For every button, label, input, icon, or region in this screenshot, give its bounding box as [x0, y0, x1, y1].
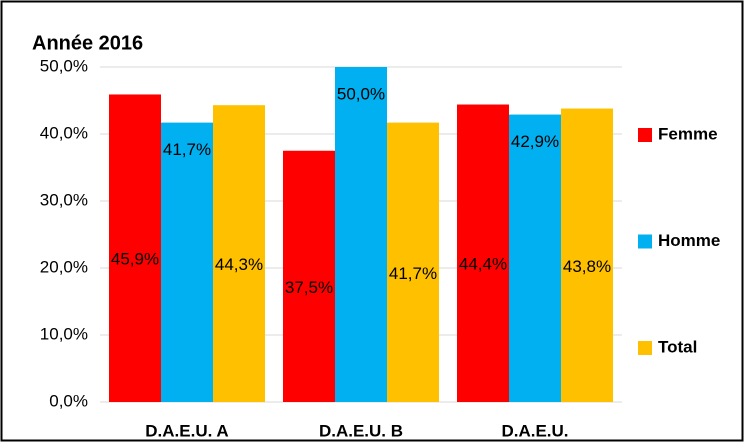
data-label: 41,7%	[389, 264, 437, 283]
bar	[335, 67, 387, 402]
legend-label: Femme	[658, 124, 718, 143]
x-tick-label: D.A.E.U. B	[319, 421, 403, 440]
data-label: 50,0%	[337, 84, 385, 103]
legend-label: Total	[658, 337, 697, 356]
bar	[109, 94, 161, 402]
bar	[161, 122, 213, 403]
data-label: 44,3%	[215, 255, 263, 274]
data-label: 42,9%	[511, 132, 559, 151]
y-tick-label: 10,0%	[40, 324, 88, 343]
data-label: 41,7%	[163, 140, 211, 159]
legend-swatch	[638, 234, 652, 249]
data-label: 44,4%	[459, 255, 507, 274]
data-label: 37,5%	[285, 278, 333, 297]
data-label: 45,9%	[111, 250, 159, 269]
y-tick-label: 30,0%	[40, 190, 88, 209]
bar	[509, 114, 561, 402]
y-tick-label: 40,0%	[40, 123, 88, 142]
bar	[213, 105, 265, 402]
chart-title: Année 2016	[32, 32, 143, 54]
y-tick-label: 20,0%	[40, 257, 88, 276]
data-label: 43,8%	[563, 257, 611, 276]
bar	[283, 150, 335, 402]
bar	[457, 104, 509, 403]
bar	[561, 108, 613, 402]
x-tick-label: D.A.E.U. A	[145, 421, 228, 440]
bar	[387, 122, 439, 403]
y-tick-label: 50,0%	[40, 56, 88, 75]
legend-label: Homme	[658, 231, 720, 250]
legend-swatch	[638, 341, 652, 355]
legend-swatch	[638, 128, 652, 142]
x-tick-label: D.A.E.U.	[501, 421, 568, 440]
y-tick-label: 0,0%	[49, 391, 88, 410]
